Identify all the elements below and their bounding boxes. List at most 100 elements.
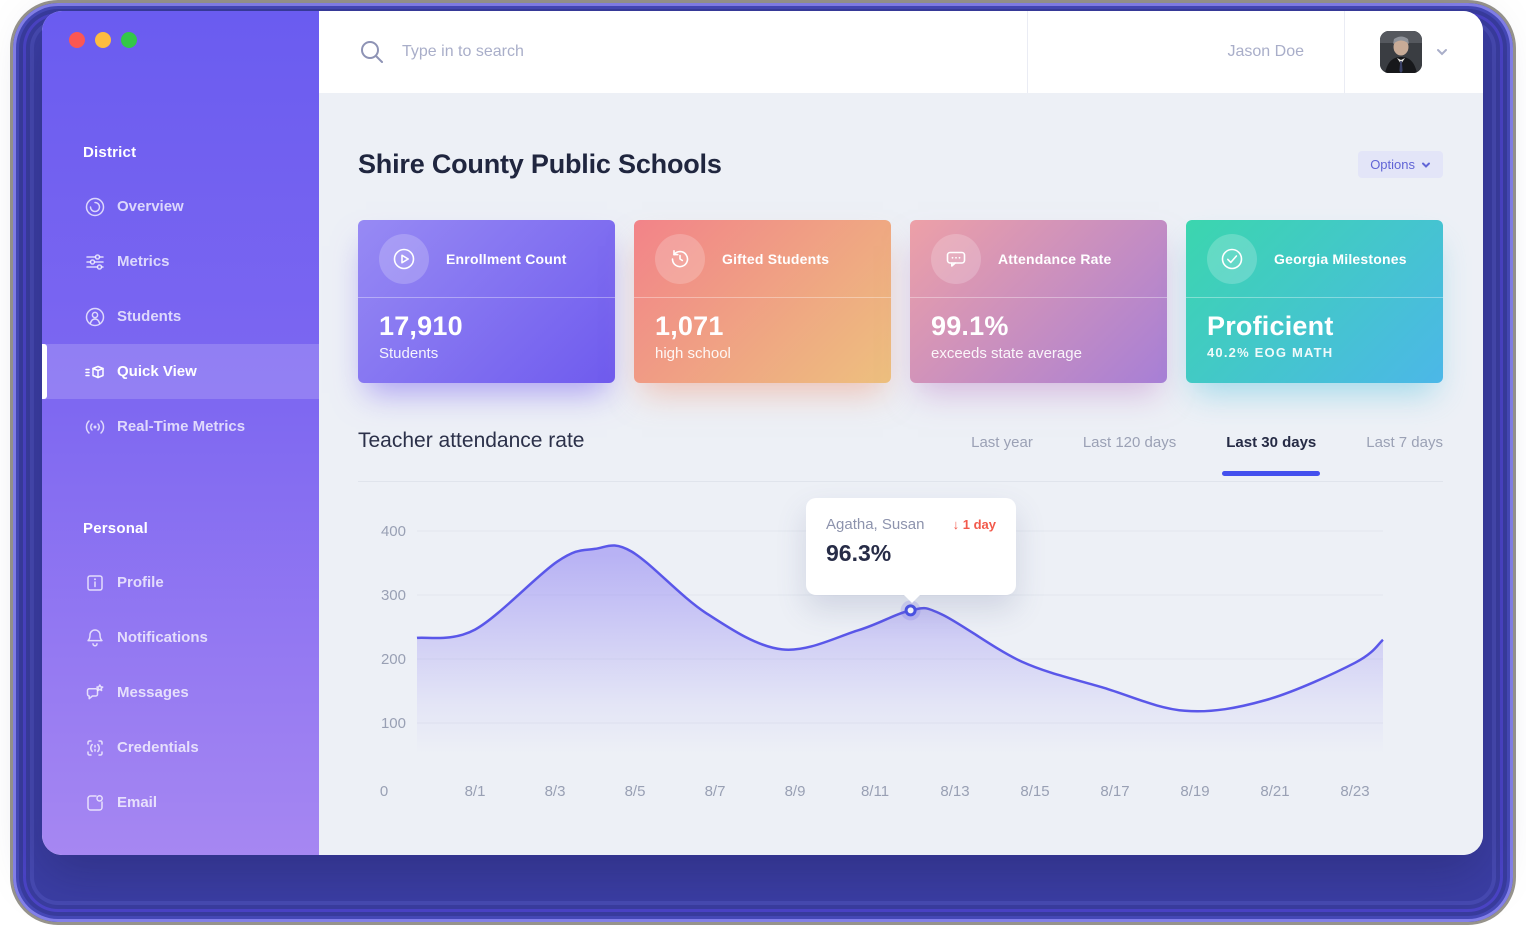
message-star-icon (83, 681, 107, 705)
app-window: District Overview Metrics Students Quick Vie… (42, 11, 1483, 855)
minimize-button[interactable] (95, 32, 111, 48)
card-header: Attendance Rate (910, 220, 1167, 298)
x-axis-tick: 8/13 (940, 783, 969, 800)
avatar-area (1344, 11, 1483, 93)
sliders-icon (83, 250, 107, 274)
user-name: Jason Doe (1227, 43, 1305, 60)
sidebar-item-email[interactable]: Email (42, 775, 319, 830)
sidebar-item-quick-view[interactable]: Quick View (42, 344, 319, 399)
x-axis-tick: 8/1 (465, 783, 486, 800)
info-box-icon (83, 571, 107, 595)
user-avatar[interactable] (1379, 31, 1422, 73)
sidebar-item-metrics[interactable]: Metrics (42, 234, 319, 289)
x-axis-tick: 8/17 (1100, 783, 1129, 800)
stat-card-attendance-rate[interactable]: Attendance Rate 99.1% exceeds state averag… (910, 220, 1167, 383)
search-input[interactable] (402, 43, 1027, 61)
cube-list-icon (83, 360, 107, 384)
card-value: Proficient (1207, 311, 1334, 341)
page-title: Shire County Public Schools (358, 149, 722, 179)
sidebar-item-label: Overview (117, 198, 184, 215)
sidebar: District Overview Metrics Students Quick Vie… (42, 11, 319, 855)
tab-last-7-days[interactable]: Last 7 days (1366, 434, 1443, 451)
card-header: Georgia Milestones (1186, 220, 1443, 298)
tab-last-year[interactable]: Last year (971, 434, 1033, 451)
card-caption: 40.2% EOG MATH (1207, 345, 1334, 360)
tooltip-pointer (903, 594, 921, 603)
card-value: 17,910 (379, 311, 463, 341)
card-title: Gifted Students (722, 250, 830, 267)
card-caption: high school (655, 345, 731, 362)
chart-area: 400 300 200 100 0 8/1 8/3 8/5 8/7 8/9 8/11 8/13 8/15… (358, 496, 1443, 816)
sidebar-item-profile[interactable]: Profile (42, 555, 319, 610)
tooltip-delta-label: 1 day (962, 517, 996, 532)
card-title: Georgia Milestones (1274, 250, 1407, 267)
compose-icon (83, 791, 107, 815)
user-name-area: Jason Doe (1027, 11, 1344, 93)
avatar-photo (1379, 31, 1422, 73)
tab-last-30-days[interactable]: Last 30 days (1222, 434, 1321, 476)
sidebar-item-label: Notifications (117, 629, 208, 646)
stat-card-georgia-milestones[interactable]: Georgia Milestones Proficient 40.2% EOG MA… (1186, 220, 1443, 383)
main-content: Shire County Public Schools Options Enro… (319, 93, 1483, 855)
card-title: Attendance Rate (998, 250, 1112, 267)
y-axis-tick: 200 (381, 651, 406, 668)
page-header: Shire County Public Schools Options (358, 149, 1443, 180)
x-axis-tick: 8/3 (545, 783, 566, 800)
stat-card-gifted-students[interactable]: Gifted Students 1,071 high school (634, 220, 891, 383)
stat-cards: Enrollment Count 17,910 Students Gifted Stu… (358, 220, 1443, 383)
chevron-down-icon[interactable] (1435, 45, 1449, 59)
chart-header: Teacher attendance rate Last year Last 12… (358, 429, 1443, 482)
sidebar-item-notifications[interactable]: Notifications (42, 610, 319, 665)
x-axis-tick: 8/5 (625, 783, 646, 800)
tab-last-120-days[interactable]: Last 120 days (1082, 434, 1177, 451)
sidebar-item-real-time-metrics[interactable]: Real-Time Metrics (42, 399, 319, 454)
card-header: Enrollment Count (358, 220, 615, 298)
card-body: 99.1% exceeds state average (910, 298, 1167, 362)
x-axis-tick: 8/21 (1260, 783, 1289, 800)
tooltip-value: 96.3% (826, 540, 892, 566)
sidebar-item-label: Metrics (117, 253, 170, 270)
sidebar-item-messages[interactable]: Messages (42, 665, 319, 720)
close-button[interactable] (69, 32, 85, 48)
user-circle-icon (83, 305, 107, 329)
history-icon (655, 233, 705, 284)
arrow-down-icon: ↓ (952, 517, 960, 532)
chart-tabs: Last year Last 120 days Last 30 days Last 7… (971, 434, 1443, 476)
y-axis-tick: 100 (381, 715, 406, 732)
sidebar-item-overview[interactable]: Overview (42, 179, 319, 234)
card-value: 99.1% (931, 311, 1009, 341)
chart-title: Teacher attendance rate (358, 429, 585, 452)
chevron-down-icon (1422, 162, 1430, 168)
sidebar-item-label: Profile (117, 574, 164, 591)
x-axis-tick: 8/23 (1340, 783, 1369, 800)
chart-section: Teacher attendance rate Last year Last 12… (358, 429, 1443, 816)
card-caption: Students (379, 345, 439, 362)
options-button[interactable]: Options (1358, 151, 1443, 178)
sidebar-item-students[interactable]: Students (42, 289, 319, 344)
chart-tooltip: Agatha, Susan ↓ 1 day 96.3% (806, 498, 1016, 603)
broadcast-icon (83, 415, 107, 439)
x-axis-tick: 8/15 (1020, 783, 1049, 800)
card-body: Proficient 40.2% EOG MATH (1186, 298, 1443, 360)
nav-section-personal: Personal Profile Notifications Messages Cred… (42, 520, 319, 830)
sidebar-item-label: Credentials (117, 739, 199, 756)
search-area (319, 11, 1027, 93)
sidebar-item-credentials[interactable]: Credentials (42, 720, 319, 775)
sidebar-item-label: Messages (117, 684, 189, 701)
search-icon (361, 41, 383, 63)
x-axis-tick: 8/19 (1180, 783, 1209, 800)
topbar: Jason Doe (319, 11, 1483, 93)
sidebar-nav: District Overview Metrics Students Quick Vie… (42, 144, 319, 830)
card-value: 1,071 (655, 311, 724, 341)
stat-card-enrollment-count[interactable]: Enrollment Count 17,910 Students (358, 220, 615, 383)
y-axis-tick: 300 (381, 587, 406, 604)
tooltip-delta: ↓ 1 day (953, 517, 996, 532)
nav-section-district: District Overview Metrics Students Quick Vie… (42, 144, 319, 454)
overview-icon (83, 195, 107, 219)
sidebar-item-label: Email (117, 794, 158, 811)
trend-line (416, 544, 1384, 713)
attendance-area-chart[interactable]: 400 300 200 100 0 8/1 8/3 8/5 8/7 8/9 8/11 8/13 8/15… (358, 496, 1443, 816)
card-body: 17,910 Students (358, 298, 615, 362)
highlight-point-marker[interactable] (904, 604, 917, 617)
zoom-button[interactable] (121, 32, 137, 48)
